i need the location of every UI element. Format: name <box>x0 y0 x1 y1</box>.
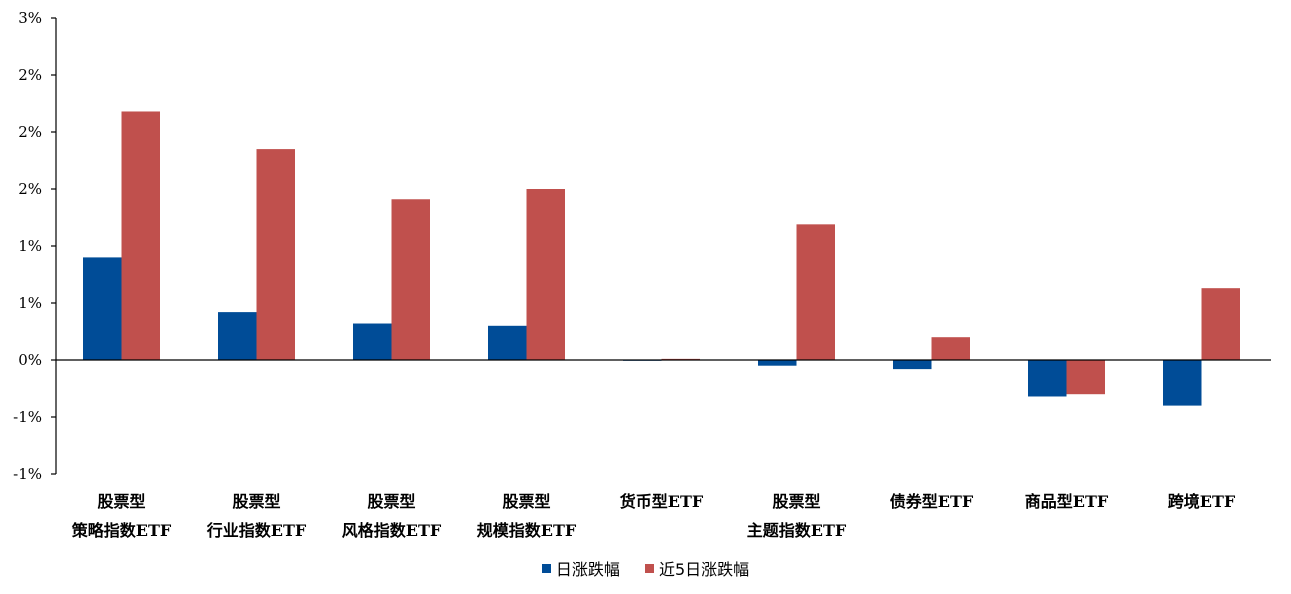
bar-daily-6 <box>893 360 932 370</box>
y-tick-label: -1% <box>13 465 42 483</box>
bar-5day-1 <box>256 149 295 360</box>
bar-5day-7 <box>1066 360 1105 395</box>
legend-label-5day: 近5日涨跌幅 <box>658 560 750 579</box>
bar-5day-6 <box>931 337 970 360</box>
y-tick-label: 2% <box>18 180 42 198</box>
bars <box>83 111 1240 406</box>
legend: 日涨跌幅 近5日涨跌幅 <box>0 556 1291 580</box>
legend-item-daily: 日涨跌幅 <box>541 556 620 580</box>
category-label: 股票型 <box>502 492 550 511</box>
category-label: 商品型ETF <box>1025 492 1109 511</box>
bar-daily-1 <box>218 312 257 360</box>
category-label: 股票型 <box>97 492 145 511</box>
y-tick-label: 1% <box>18 237 42 255</box>
legend-item-5day: 近5日涨跌幅 <box>644 556 750 580</box>
category-label: 策略指数ETF <box>71 521 172 540</box>
bar-daily-5 <box>758 360 797 366</box>
bar-daily-7 <box>1028 360 1067 397</box>
y-tick-label: 2% <box>18 123 42 141</box>
category-label: 货币型ETF <box>620 492 704 511</box>
bar-daily-0 <box>83 257 122 360</box>
legend-swatch-daily <box>541 563 551 573</box>
legend-label-daily: 日涨跌幅 <box>555 560 620 579</box>
category-label: 跨境ETF <box>1168 492 1236 511</box>
y-tick-label: 0% <box>18 351 42 369</box>
bar-5day-5 <box>796 224 835 360</box>
bar-5day-3 <box>526 189 565 360</box>
category-label: 债券型ETF <box>890 492 974 511</box>
bar-5day-2 <box>391 199 430 360</box>
category-label: 主题指数ETF <box>747 521 847 540</box>
y-axis: -1% -1% 0% 1% 1% 2% 2% 2% 3% <box>13 9 57 483</box>
bar-daily-3 <box>488 325 527 360</box>
bar-daily-8 <box>1163 360 1202 406</box>
y-tick-label: 2% <box>18 66 42 84</box>
legend-swatch-5day <box>644 563 654 573</box>
category-label: 规模指数ETF <box>477 521 577 540</box>
category-label: 行业指数ETF <box>206 521 307 540</box>
y-tick-label: -1% <box>13 408 42 426</box>
bar-5day-0 <box>121 111 160 360</box>
category-label: 股票型 <box>232 492 280 511</box>
bar-5day-8 <box>1201 288 1240 360</box>
category-label: 股票型 <box>772 492 820 511</box>
bar-daily-2 <box>353 323 392 360</box>
y-tick-label: 1% <box>18 294 42 312</box>
y-tick-label: 3% <box>18 9 42 27</box>
category-label: 风格指数ETF <box>342 521 442 540</box>
category-label: 股票型 <box>367 492 415 511</box>
